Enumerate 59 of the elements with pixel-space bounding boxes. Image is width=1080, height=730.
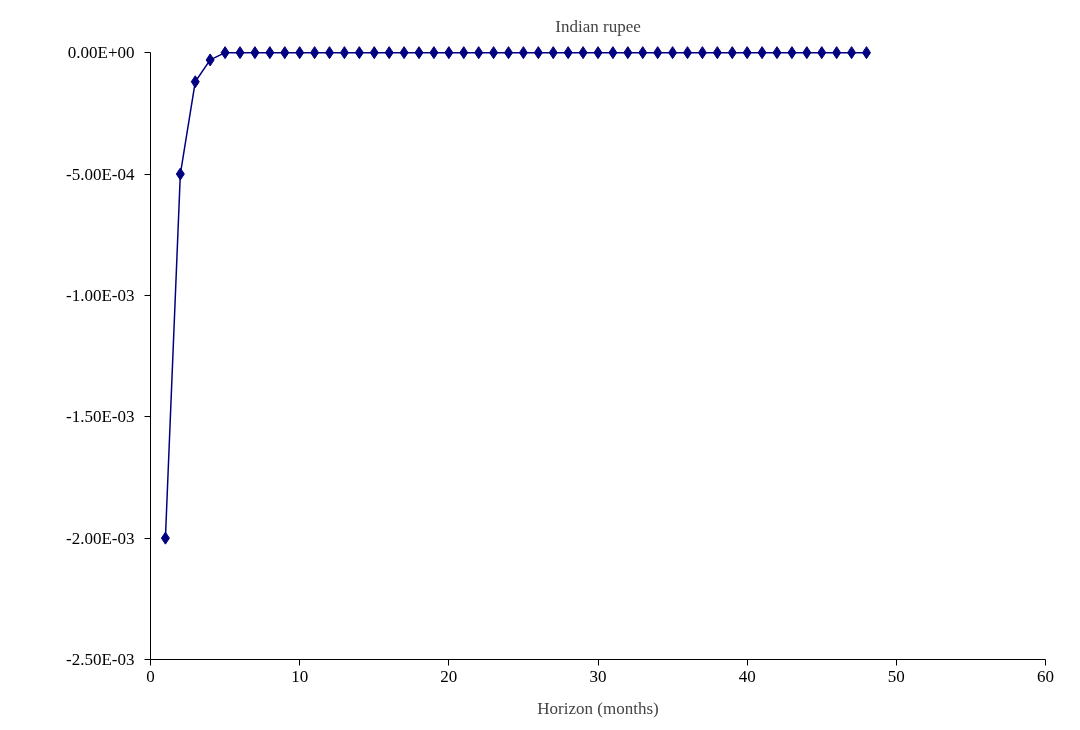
point	[817, 46, 827, 60]
point	[369, 46, 379, 60]
point	[712, 46, 722, 60]
point	[608, 46, 618, 60]
point	[653, 46, 663, 60]
point	[160, 531, 170, 545]
point	[310, 46, 320, 60]
y-tick-label: -2.50E-03	[66, 650, 135, 669]
point	[414, 46, 424, 60]
point	[668, 46, 678, 60]
point	[563, 46, 573, 60]
x-tick-label: 10	[291, 666, 309, 686]
point	[235, 46, 245, 60]
point	[802, 46, 812, 60]
x-tick-label: 40	[738, 666, 756, 686]
x-axis-title: Horizon (months)	[537, 698, 659, 718]
point	[384, 46, 394, 60]
point	[518, 46, 528, 60]
point	[787, 46, 797, 60]
point	[757, 46, 767, 60]
point	[190, 75, 200, 89]
point	[832, 46, 842, 60]
y-tick-label: 0.00E+00	[67, 43, 135, 63]
point	[354, 46, 364, 60]
point	[847, 46, 857, 60]
y-tick-label: -5.00E-04	[66, 164, 135, 184]
point	[697, 46, 707, 60]
point	[593, 46, 603, 60]
point	[399, 46, 409, 60]
x-tick-label: 30	[589, 666, 607, 686]
point	[175, 167, 185, 181]
y-tick-label: -1.00E-03	[66, 285, 135, 305]
point	[623, 46, 633, 60]
x-tick-label: 60	[1037, 666, 1054, 686]
point	[578, 46, 588, 60]
y-tick-label: -2.00E-03	[66, 528, 135, 548]
point	[533, 46, 543, 60]
chart-title: Indian rupee	[555, 16, 641, 36]
point	[205, 53, 215, 67]
y-tick-label: -1.50E-03	[66, 407, 135, 427]
point	[444, 46, 454, 60]
point	[220, 46, 230, 60]
point	[280, 46, 290, 60]
point	[265, 46, 275, 60]
x-tick-label: 0	[146, 666, 155, 686]
point	[474, 46, 484, 60]
point	[429, 46, 439, 60]
point	[727, 46, 737, 60]
point	[638, 46, 648, 60]
point	[772, 46, 782, 60]
point	[742, 46, 752, 60]
point	[250, 46, 260, 60]
point	[339, 46, 349, 60]
point	[548, 46, 558, 60]
point	[489, 46, 499, 60]
x-tick-label: 50	[887, 666, 905, 686]
point	[295, 46, 305, 60]
x-tick-label: 20	[440, 666, 458, 686]
point	[459, 46, 469, 60]
